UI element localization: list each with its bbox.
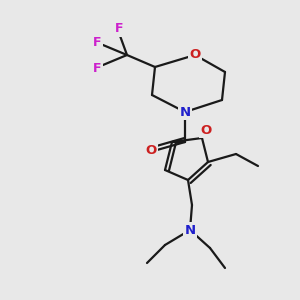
Text: N: N	[184, 224, 196, 236]
Text: N: N	[179, 106, 191, 118]
Text: O: O	[146, 143, 157, 157]
Text: F: F	[93, 37, 101, 50]
Text: F: F	[115, 22, 123, 35]
Text: O: O	[200, 124, 211, 136]
Text: O: O	[189, 49, 201, 62]
Text: F: F	[93, 62, 101, 76]
